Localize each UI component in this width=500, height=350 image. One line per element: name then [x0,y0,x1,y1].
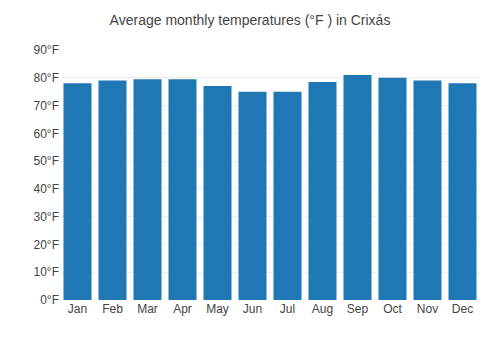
svg-text:Average monthly temperatures (: Average monthly temperatures (°F ) in Cr… [110,12,391,28]
svg-text:0°F: 0°F [40,293,59,307]
svg-text:20°F: 20°F [34,238,59,252]
svg-text:Nov: Nov [417,302,438,316]
svg-text:Aug: Aug [312,302,333,316]
svg-text:10°F: 10°F [34,265,59,279]
svg-text:70°F: 70°F [34,99,59,113]
svg-text:Jan: Jan [68,302,87,316]
svg-text:Oct: Oct [383,302,402,316]
svg-text:Dec: Dec [452,302,473,316]
svg-text:May: May [206,302,229,316]
svg-text:30°F: 30°F [34,210,59,224]
svg-text:60°F: 60°F [34,127,59,141]
svg-text:40°F: 40°F [34,182,59,196]
svg-text:Jun: Jun [243,302,262,316]
svg-text:Jul: Jul [280,302,295,316]
svg-text:90°F: 90°F [34,43,59,57]
svg-text:Apr: Apr [173,302,192,316]
svg-text:Sep: Sep [347,302,369,316]
svg-text:80°F: 80°F [34,71,59,85]
svg-text:Feb: Feb [102,302,123,316]
svg-text:Mar: Mar [137,302,158,316]
svg-text:50°F: 50°F [34,154,59,168]
